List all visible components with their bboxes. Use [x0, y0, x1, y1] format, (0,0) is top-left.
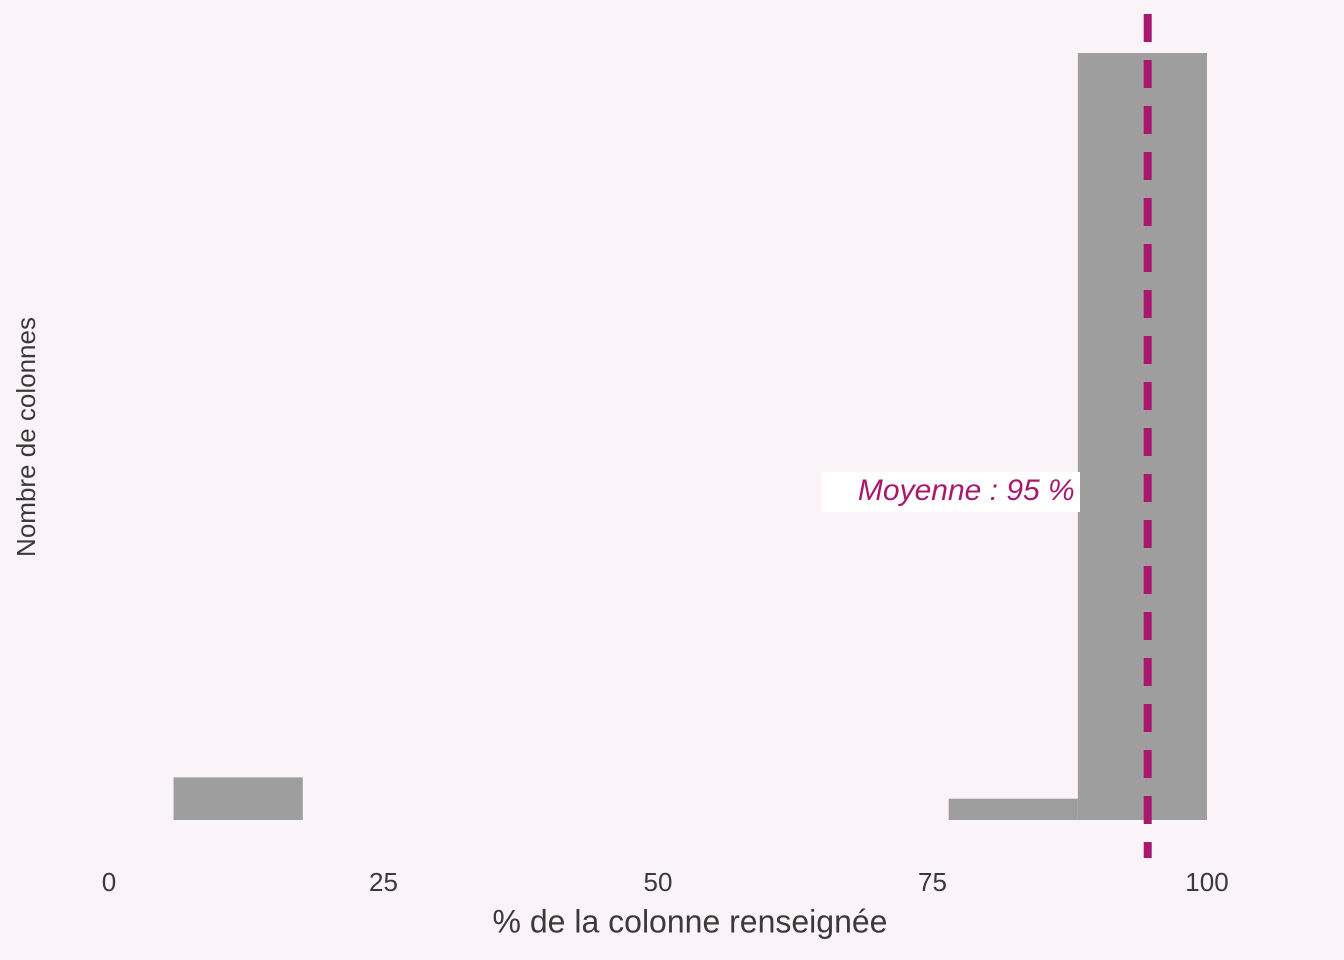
bar — [1077, 53, 1207, 820]
x-tick-label: 50 — [644, 867, 673, 897]
y-axis-title: Nombre de colonnes — [11, 317, 41, 557]
x-tick-label: 100 — [1185, 867, 1228, 897]
annotation-background — [822, 472, 1080, 512]
x-axis-title: % de la colonne renseignée — [493, 903, 888, 939]
mean-label: Moyenne : 95 % — [858, 474, 1075, 507]
x-tick-label: 75 — [918, 867, 947, 897]
x-tick-label: 0 — [102, 867, 116, 897]
x-tick-label: 25 — [369, 867, 398, 897]
bar — [948, 798, 1078, 820]
bar — [173, 777, 303, 820]
